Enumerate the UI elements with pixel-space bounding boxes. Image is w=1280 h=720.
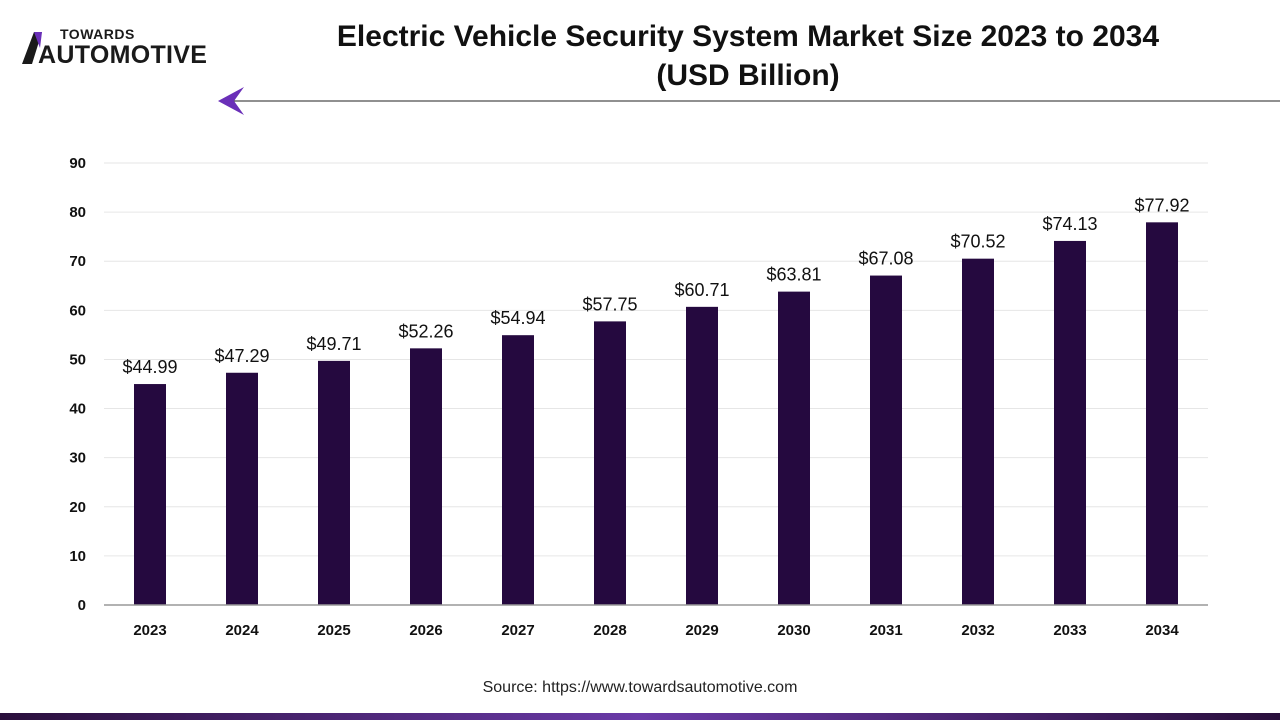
x-tick-label: 2029 — [685, 622, 718, 639]
source-note: Source: https://www.towardsautomotive.co… — [482, 679, 798, 696]
bar-value-label: $57.75 — [582, 294, 637, 314]
data-labels: $44.99 $47.29 $49.71 $52.26 $54.94 $57.75 $60.… — [122, 195, 1189, 377]
y-tick-label: 60 — [69, 302, 86, 319]
x-tick-label: 2024 — [225, 622, 259, 639]
y-tick-label: 10 — [69, 548, 86, 565]
bar — [594, 321, 626, 605]
bar — [686, 306, 718, 605]
bar-value-label: $52.26 — [398, 321, 453, 341]
bar — [410, 348, 442, 605]
y-tick-label: 20 — [69, 499, 86, 516]
x-tick-label: 2027 — [501, 622, 534, 639]
bar-value-label: $47.29 — [214, 346, 269, 366]
bars — [134, 222, 1178, 605]
bar-value-label: $49.71 — [306, 334, 361, 354]
bar-value-label: $74.13 — [1042, 214, 1097, 234]
x-tick-label: 2023 — [133, 622, 166, 639]
bar-value-label: $67.08 — [858, 249, 913, 269]
x-tick-label: 2032 — [961, 622, 994, 639]
y-tick-label: 50 — [69, 351, 86, 368]
logo-text-bottom: AUTOMOTIVE — [38, 41, 208, 69]
chart-title-line-2: (USD Billion) — [656, 59, 840, 92]
bar — [226, 372, 258, 605]
x-tick-label: 2025 — [317, 622, 350, 639]
x-tick-label: 2031 — [869, 622, 902, 639]
bar-value-label: $60.71 — [674, 280, 729, 300]
bar-value-label: $44.99 — [122, 357, 177, 377]
x-tick-label: 2034 — [1145, 622, 1179, 639]
bar — [502, 335, 534, 605]
chart-title: Electric Vehicle Security System Market … — [300, 17, 1196, 95]
y-tick-label: 90 — [69, 155, 86, 172]
bar-value-label: $77.92 — [1134, 195, 1189, 215]
bottom-accent-bar — [0, 713, 1280, 720]
bar — [134, 384, 166, 605]
x-tick-label: 2030 — [777, 622, 810, 639]
y-tick-label: 0 — [78, 597, 86, 614]
bar-value-label: $54.94 — [490, 308, 545, 328]
bar — [1054, 240, 1086, 605]
x-tick-label: 2033 — [1053, 622, 1086, 639]
y-axis: 0 10 20 30 40 50 60 70 80 90 — [69, 155, 86, 614]
chart-title-line-1: Electric Vehicle Security System Market … — [336, 20, 1160, 53]
logo-mark-icon — [22, 32, 42, 64]
arrow-left-icon — [218, 87, 244, 115]
bar-value-label: $70.52 — [950, 232, 1005, 252]
bar — [318, 360, 350, 605]
x-tick-label: 2028 — [593, 622, 626, 639]
x-tick-label: 2026 — [409, 622, 442, 639]
brand-logo: TOWARDS AUTOMOTIVE — [20, 26, 230, 70]
logo-text-top: TOWARDS — [60, 26, 135, 42]
bar — [962, 258, 994, 605]
bar — [778, 291, 810, 605]
y-tick-label: 30 — [69, 450, 86, 467]
bar-value-label: $63.81 — [766, 265, 821, 285]
header-divider — [218, 87, 1280, 115]
y-tick-label: 40 — [69, 401, 86, 418]
bar — [1146, 222, 1178, 605]
y-tick-label: 80 — [69, 204, 86, 221]
bar — [870, 275, 902, 605]
x-axis: 2023 2024 2025 2026 2027 2028 2029 2030 2031 2032… — [104, 604, 1208, 639]
y-tick-label: 70 — [69, 253, 86, 270]
gridlines — [104, 162, 1208, 557]
